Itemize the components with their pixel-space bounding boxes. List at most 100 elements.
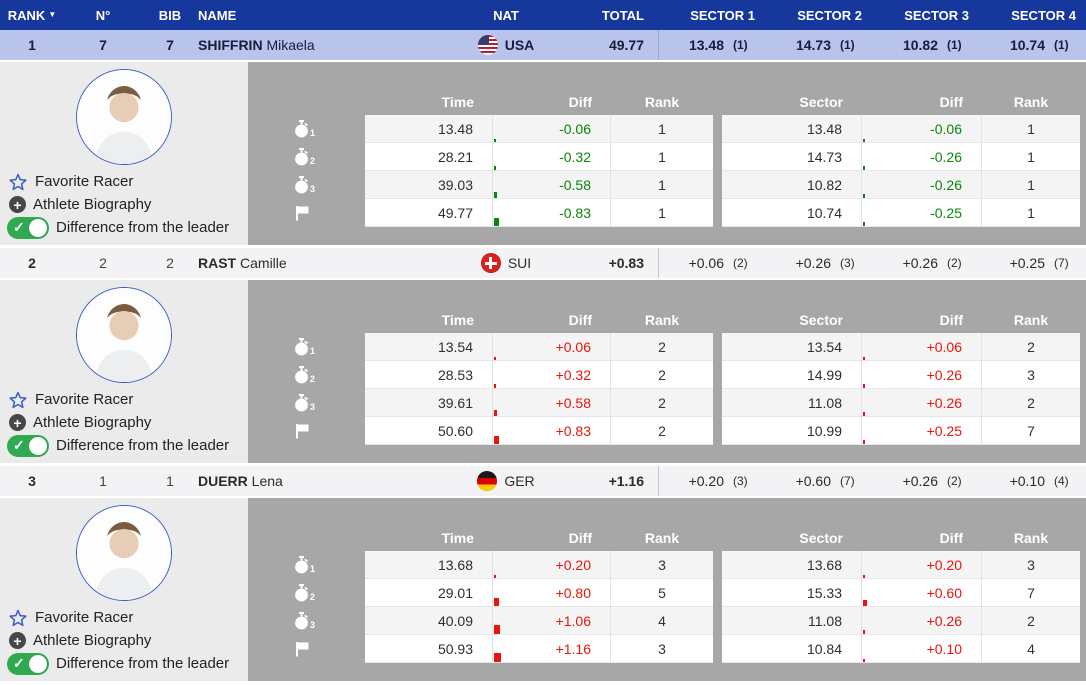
diff-magnitude-mark bbox=[863, 659, 865, 662]
diff-column-header: Diff bbox=[939, 311, 963, 328]
split-icon-column: 1 2 3 bbox=[248, 306, 365, 463]
racer-split-times: 1 2 3 Time Diff Rank 13.48 - bbox=[248, 62, 1086, 245]
intermediate-2-stopwatch-icon: 2 bbox=[294, 366, 315, 384]
time-column-header: Time bbox=[441, 93, 474, 110]
header-total: TOTAL bbox=[601, 7, 644, 23]
athlete-biography-label: Athlete Biography bbox=[33, 414, 152, 431]
sector-rank-cell: 3 bbox=[982, 551, 1080, 579]
header-rank[interactable]: RANK ▼ bbox=[0, 8, 64, 23]
intermediate-index: 3 bbox=[310, 620, 316, 630]
difference-toggle-row[interactable]: ✓ Difference from the leader bbox=[7, 216, 248, 239]
athlete-biography-button[interactable]: + Athlete Biography bbox=[7, 412, 248, 433]
diff-column-header: Diff bbox=[939, 529, 963, 546]
sector-cell: 10.99 bbox=[722, 417, 862, 445]
time-diff-cell: +0.06 bbox=[493, 333, 611, 361]
sector-diff-cell: -0.25 bbox=[862, 199, 982, 227]
country-flag-icon bbox=[480, 253, 501, 273]
sector-rank-cell: 7 bbox=[982, 579, 1080, 607]
favorite-racer-button[interactable]: Favorite Racer bbox=[7, 171, 248, 192]
sector-value: +0.25 bbox=[1009, 255, 1045, 271]
favorite-racer-label: Favorite Racer bbox=[35, 609, 134, 626]
diff-magnitude-mark bbox=[863, 139, 865, 142]
time-diff-cell: +0.32 bbox=[493, 361, 611, 389]
difference-toggle-switch[interactable]: ✓ bbox=[7, 434, 49, 457]
racer-sector-3: +0.26 (2) bbox=[872, 473, 979, 489]
sector-rank: (1) bbox=[840, 38, 855, 52]
racer-summary-row[interactable]: 2 2 2 RAST Camille SUI +0.83 +0.06 (2) +… bbox=[0, 248, 1086, 278]
run-time-table: Time Diff Rank 13.54 +0.06 2 28.53 +0.32… bbox=[365, 306, 713, 463]
racer-total: +1.16 bbox=[608, 473, 644, 489]
diff-magnitude-mark bbox=[494, 575, 496, 578]
time-cell: 28.53 bbox=[365, 361, 493, 389]
country-flag-icon bbox=[477, 35, 498, 55]
intermediate-1-stopwatch-icon: 1 bbox=[294, 120, 315, 138]
racer-sector-2: 14.73 (1) bbox=[765, 37, 872, 53]
difference-toggle-label: Difference from the leader bbox=[56, 219, 230, 236]
time-diff-cell: +0.20 bbox=[493, 551, 611, 579]
header-sector-2: SECTOR 2 bbox=[797, 7, 862, 23]
racer-sector-2: +0.26 (3) bbox=[765, 255, 872, 271]
racer-last-name: DUERR bbox=[198, 473, 248, 489]
time-rank-cell: 2 bbox=[611, 389, 713, 417]
rank-column-header: Rank bbox=[644, 93, 680, 110]
difference-toggle-switch[interactable]: ✓ bbox=[7, 652, 49, 675]
racer-bib: 1 bbox=[166, 473, 174, 489]
favorite-racer-button[interactable]: Favorite Racer bbox=[7, 389, 248, 410]
header-number: N° bbox=[95, 7, 111, 23]
country-code: GER bbox=[504, 473, 535, 489]
time-rank-cell: 3 bbox=[611, 551, 713, 579]
racer-rank: 2 bbox=[28, 255, 36, 271]
country-code: SUI bbox=[507, 255, 532, 271]
intermediate-2-stopwatch-icon: 2 bbox=[294, 584, 315, 602]
sector-rank-cell: 1 bbox=[982, 171, 1080, 199]
sector-cell: 14.73 bbox=[722, 143, 862, 171]
intermediate-3-stopwatch-icon: 3 bbox=[294, 612, 315, 630]
rank-column-header: Rank bbox=[1013, 311, 1049, 328]
intermediate-index: 1 bbox=[310, 128, 316, 138]
check-icon: ✓ bbox=[13, 436, 25, 453]
racer-detail-panel: Favorite Racer + Athlete Biography ✓ Dif… bbox=[0, 498, 1086, 681]
header-sector-3: SECTOR 3 bbox=[904, 7, 969, 23]
sector-rank: (7) bbox=[840, 474, 855, 488]
star-icon bbox=[7, 607, 28, 628]
time-cell: 40.09 bbox=[365, 607, 493, 635]
athlete-biography-button[interactable]: + Athlete Biography bbox=[7, 630, 248, 651]
sector-value: +0.26 bbox=[795, 255, 831, 271]
racer-nationality: USA bbox=[446, 35, 566, 55]
finish-flag-icon bbox=[294, 641, 310, 657]
sector-cell: 10.74 bbox=[722, 199, 862, 227]
sector-value: 10.74 bbox=[1009, 37, 1045, 53]
racer-sector-1: 13.48 (1) bbox=[658, 30, 765, 60]
sector-cell: 10.82 bbox=[722, 171, 862, 199]
time-cell: 50.93 bbox=[365, 635, 493, 663]
diff-magnitude-mark bbox=[863, 357, 865, 360]
racer-number: 1 bbox=[99, 473, 107, 489]
time-rank-cell: 2 bbox=[611, 333, 713, 361]
diff-magnitude-mark bbox=[494, 139, 496, 142]
racer-sidebar: Favorite Racer + Athlete Biography ✓ Dif… bbox=[0, 280, 248, 463]
check-icon: ✓ bbox=[13, 218, 25, 235]
racer-number: 2 bbox=[99, 255, 107, 271]
intermediate-index: 2 bbox=[310, 156, 316, 166]
check-icon: ✓ bbox=[13, 654, 25, 671]
diff-magnitude-mark bbox=[863, 384, 865, 388]
racer-number: 7 bbox=[99, 37, 107, 53]
time-diff-cell: +0.58 bbox=[493, 389, 611, 417]
difference-toggle-switch[interactable]: ✓ bbox=[7, 216, 49, 239]
time-diff-cell: -0.06 bbox=[493, 115, 611, 143]
difference-toggle-row[interactable]: ✓ Difference from the leader bbox=[7, 434, 248, 457]
athlete-biography-button[interactable]: + Athlete Biography bbox=[7, 194, 248, 215]
difference-toggle-row[interactable]: ✓ Difference from the leader bbox=[7, 652, 248, 675]
diff-magnitude-mark bbox=[494, 598, 499, 606]
sector-cell: 10.84 bbox=[722, 635, 862, 663]
racer-summary-row[interactable]: 1 7 7 SHIFFRIN Mikaela USA 49.77 13.48 (… bbox=[0, 30, 1086, 60]
favorite-racer-button[interactable]: Favorite Racer bbox=[7, 607, 248, 628]
sector-rank: (1) bbox=[1054, 38, 1069, 52]
racer-split-times: 1 2 3 Time Diff Rank 13.54 + bbox=[248, 280, 1086, 463]
sector-time-table: Sector Diff Rank 13.48 -0.06 1 14.73 -0.… bbox=[722, 88, 1080, 245]
sector-rank: (2) bbox=[733, 256, 748, 270]
racer-summary-row[interactable]: 3 1 1 DUERR Lena GER +1.16 +0.20 (3) +0.… bbox=[0, 466, 1086, 496]
toggle-knob bbox=[29, 436, 47, 455]
sector-rank: (2) bbox=[947, 256, 962, 270]
results-table-header: RANK ▼ N° BIB NAME NAT TOTAL SECTOR 1 SE… bbox=[0, 0, 1086, 30]
